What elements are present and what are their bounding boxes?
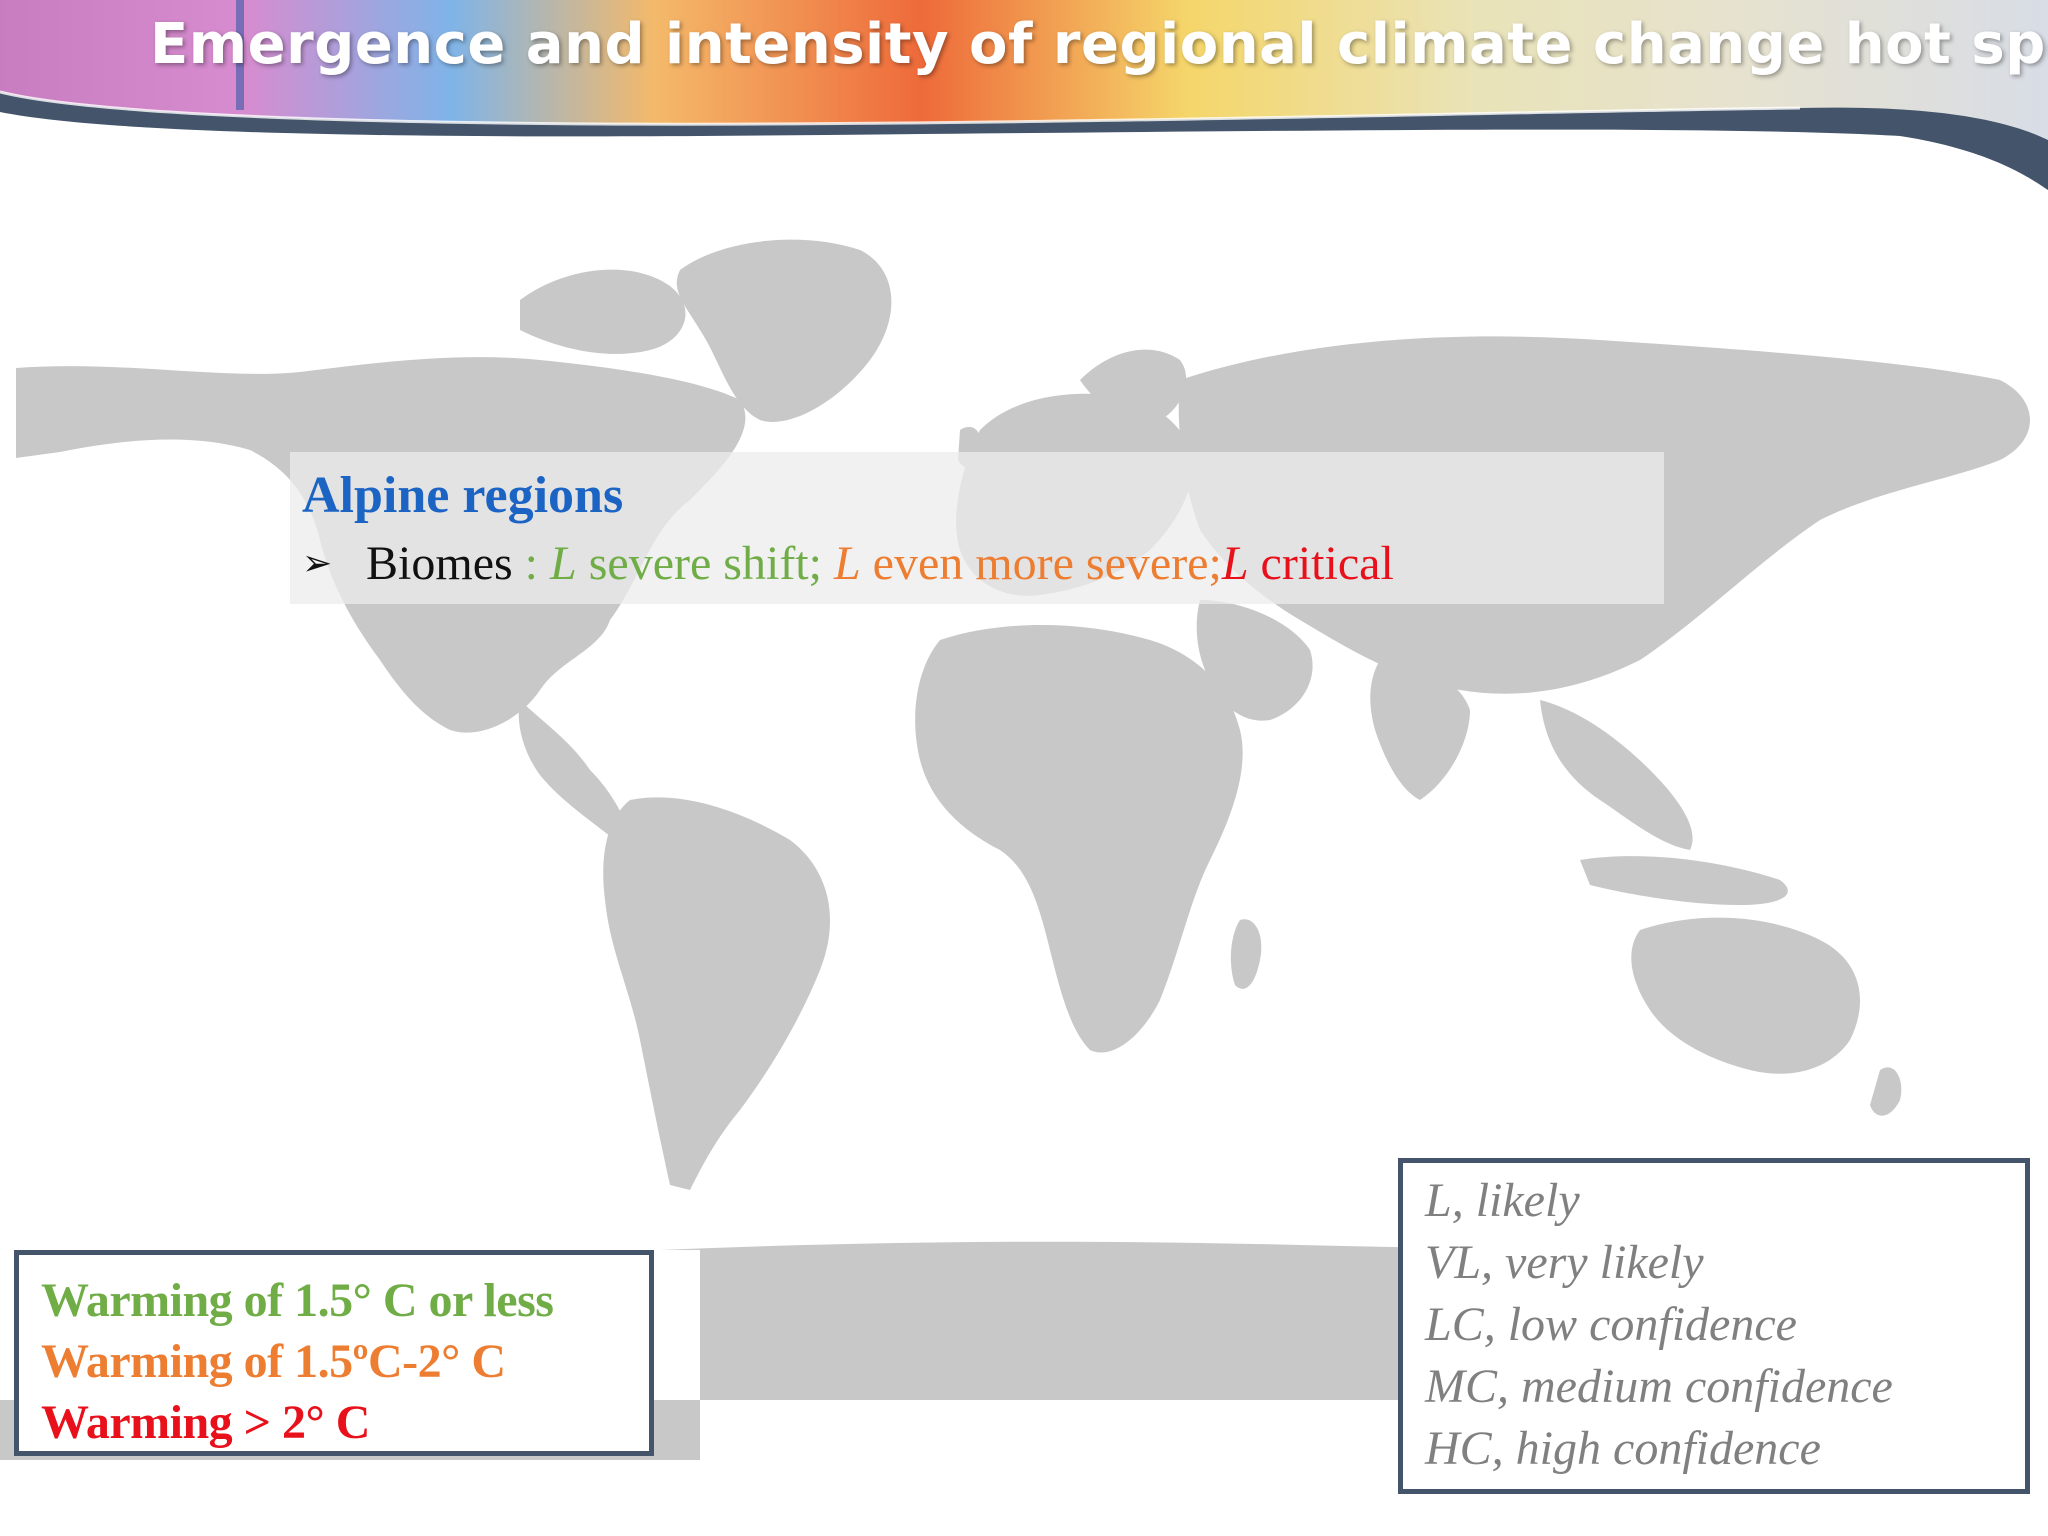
land-japan [1712,517,1742,594]
slide-title: Emergence and intensity of regional clim… [150,12,2048,77]
land-southeast-asia [1540,700,1693,850]
land-africa [915,625,1243,1053]
land-arabia [1196,600,1313,721]
confidence-legend: L, likely VL, very likely LC, low confid… [1398,1158,2030,1494]
bullet-separator: : [512,537,551,590]
likelihood-code-orange: L [833,537,861,590]
land-south-america [603,797,830,1190]
land-greenland [676,239,892,422]
biomes-bullet: ➢ Biomes : L severe shift; L even more se… [302,536,1394,591]
warming-legend-item-green: Warming of 1.5° C or less [41,1274,554,1327]
impact-text-orange: even more severe; [860,537,1222,590]
bullet-arrow-icon: ➢ [302,543,333,584]
likelihood-code-green: L [550,537,577,590]
warming-legend-item-red: Warming > 2° C [41,1396,370,1449]
confidence-legend-item: VL, very likely [1425,1236,1704,1289]
impact-text-red: critical [1248,537,1394,590]
region-highlight-box [290,452,1664,604]
confidence-legend-item: MC, medium confidence [1425,1360,1893,1413]
land-india [1370,660,1470,800]
impact-text-green: severe shift; [576,537,834,590]
confidence-legend-item: HC, high confidence [1425,1422,1821,1475]
land-new-zealand [1870,1067,1902,1116]
bullet-label: Biomes [366,537,513,590]
land-arctic-islands [520,269,686,354]
likelihood-code-red: L [1221,537,1249,590]
land-madagascar [1230,919,1262,989]
warming-legend-item-orange: Warming of 1.5ºC-2° C [41,1335,506,1388]
land-scandinavia [1080,349,1187,421]
confidence-legend-item: L, likely [1425,1174,1580,1227]
region-title: Alpine regions [302,467,624,524]
land-central-america [518,700,630,840]
confidence-legend-item: LC, low confidence [1425,1298,1797,1351]
header-banner: Emergence and intensity of regional clim… [0,0,2048,190]
header-background [0,0,2048,190]
warming-legend: Warming of 1.5° C or less Warming of 1.5… [14,1250,654,1456]
land-australia [1631,917,1860,1074]
land-indonesia [1580,856,1788,905]
